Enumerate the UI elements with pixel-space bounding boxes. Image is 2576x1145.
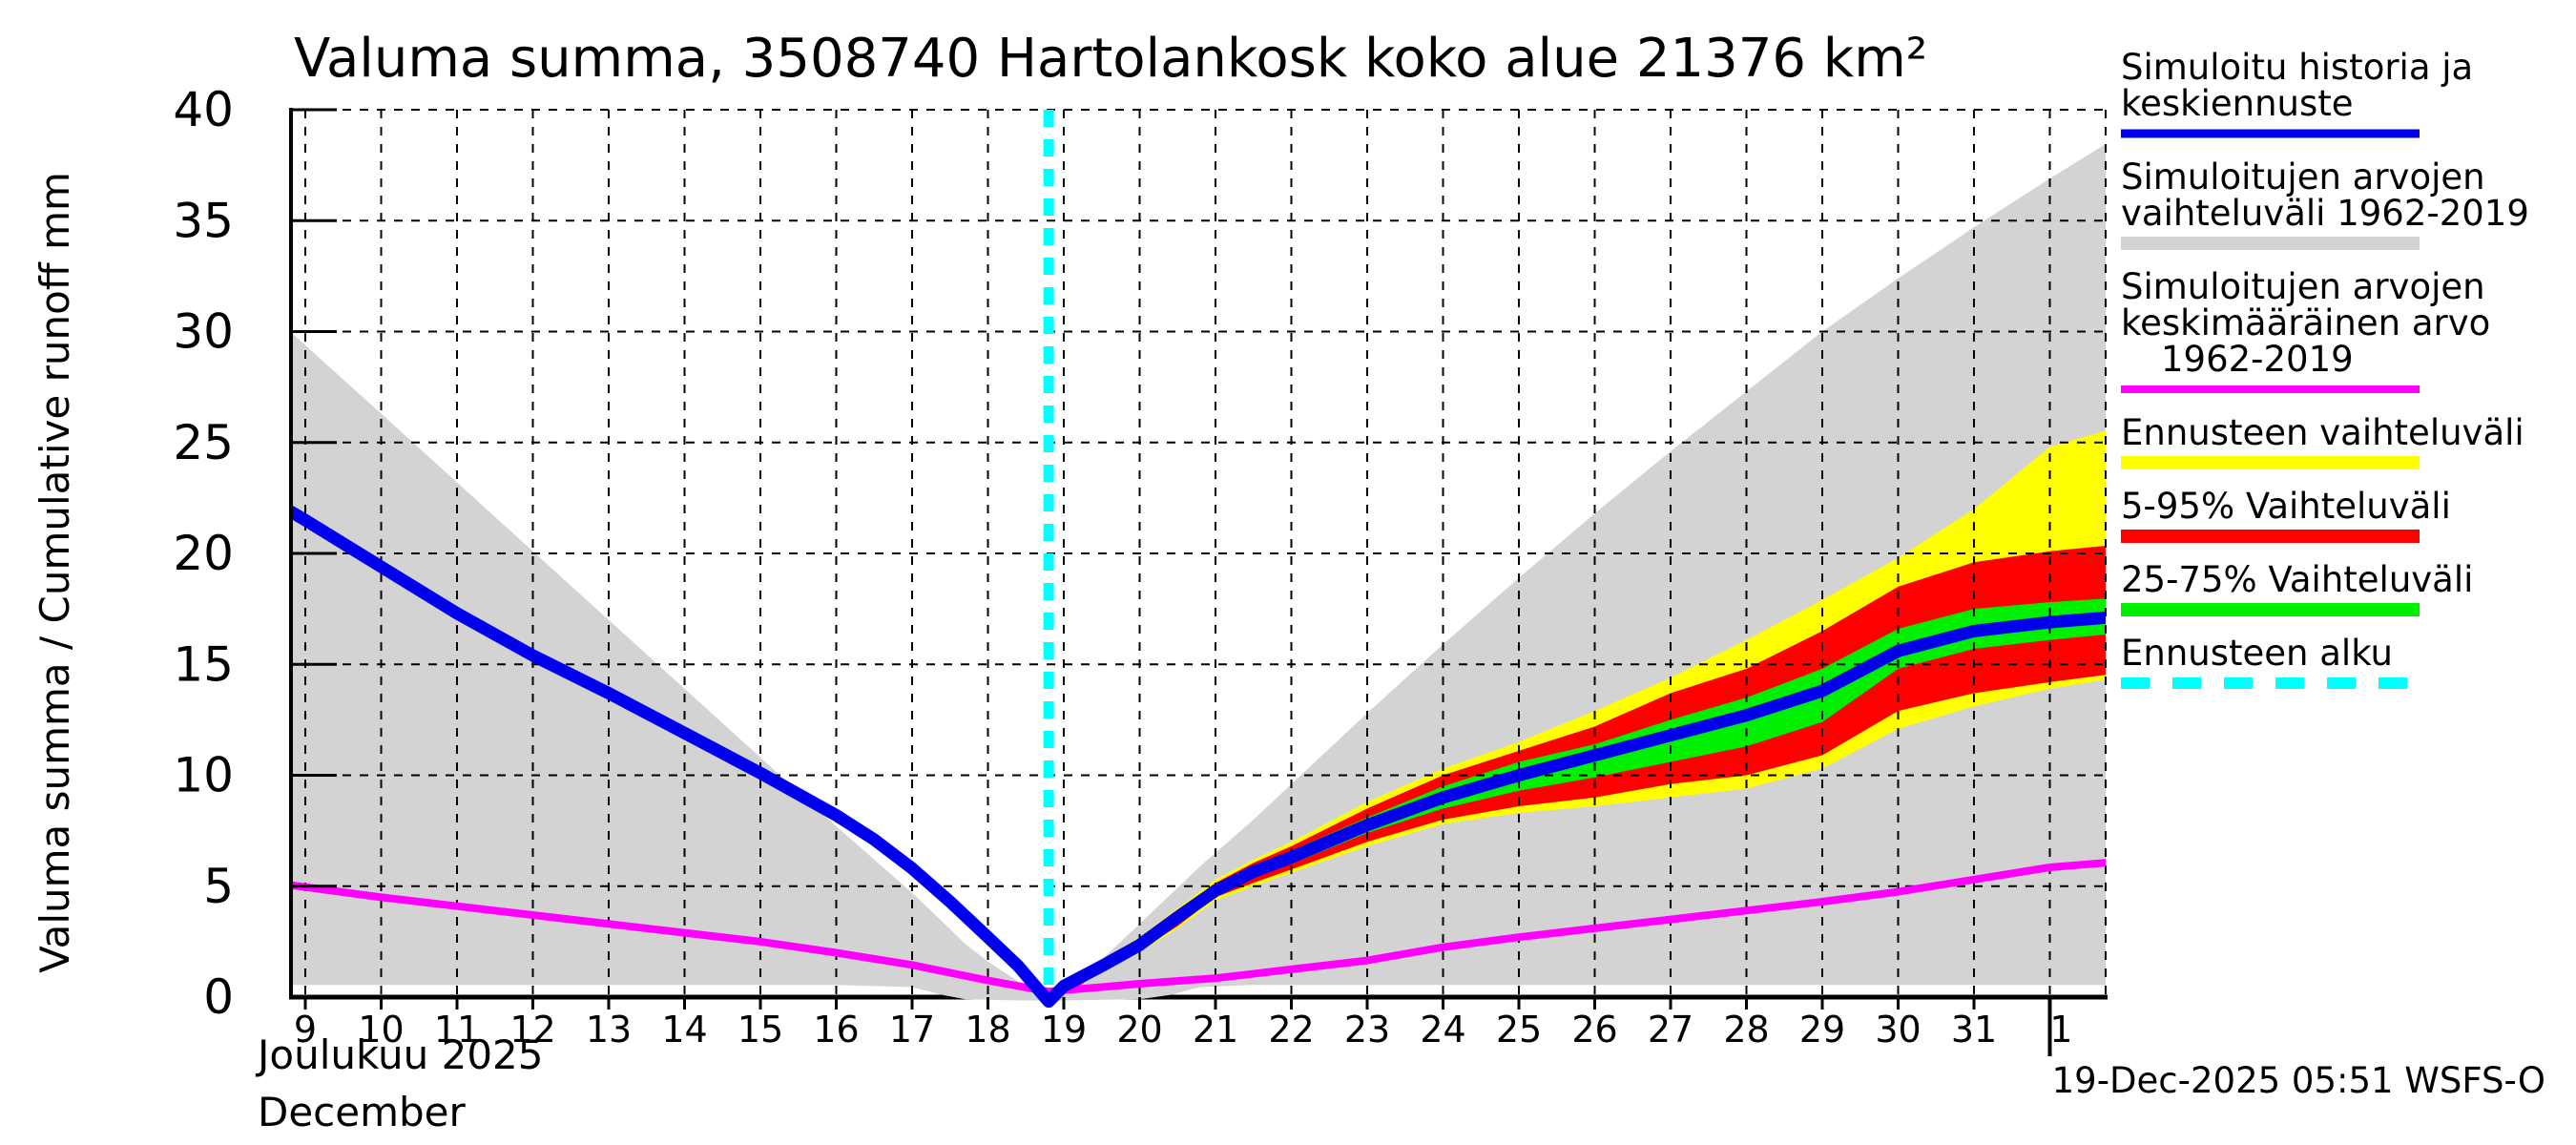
bands-layer — [291, 143, 2106, 1003]
y-tick-label: 40 — [173, 82, 234, 137]
x-tick-label: 31 — [1951, 1009, 1997, 1051]
grid-layer — [291, 109, 2107, 997]
x-tick-label: 27 — [1648, 1009, 1693, 1051]
x-tick-label: 20 — [1116, 1009, 1162, 1051]
x-tick-label: 25 — [1496, 1009, 1542, 1051]
chart-title: Valuma summa, 3508740 Hartolankosk koko … — [294, 28, 1927, 90]
legend-item: Ennusteen alku — [2121, 633, 2420, 689]
x-axis-month-label-en: December — [258, 1089, 467, 1135]
x-tick-label: 15 — [737, 1009, 783, 1051]
legend-label: Simuloitujen arvojen — [2121, 266, 2485, 307]
range-25-75-band — [1101, 598, 2106, 968]
legend-label: keskimääräinen arvo — [2121, 302, 2490, 344]
x-axis-month-label-fi: Joulukuu 2025 — [255, 1031, 544, 1078]
x-tick-label: 16 — [813, 1009, 859, 1051]
legend-label: Ennusteen alku — [2121, 633, 2393, 674]
legend: Simuloitu historia jakeskiennusteSimuloi… — [2121, 47, 2529, 689]
timestamp: 19-Dec-2025 05:51 WSFS-O — [2052, 1060, 2545, 1101]
x-tick-label: 26 — [1571, 1009, 1617, 1051]
x-tick-label: 23 — [1344, 1009, 1390, 1051]
mean-1962-2019-line — [291, 859, 2106, 996]
x-tick-label: 13 — [586, 1009, 632, 1051]
y-tick-label: 5 — [203, 859, 234, 914]
x-tick-label: 1 — [2049, 1009, 2072, 1051]
simulated-range-1962-2019-band — [291, 143, 2106, 1001]
x-tick-label: 28 — [1723, 1009, 1769, 1051]
x-tick-label: 24 — [1420, 1009, 1465, 1051]
x-tick-label: 17 — [889, 1009, 935, 1051]
simulated-history-and-mean-forecast-line — [291, 505, 2106, 1008]
y-tick-label: 25 — [173, 415, 234, 470]
axes-layer — [289, 108, 2052, 1056]
legend-item: 5-95% Vaihteluväli — [2121, 486, 2451, 543]
y-axis-label: Valuma summa / Cumulative runoff mm — [31, 172, 78, 973]
x-tick-label: 10 — [358, 1009, 404, 1051]
x-tick-label: 30 — [1875, 1009, 1921, 1051]
x-tick-label: 9 — [294, 1009, 317, 1051]
x-tick-label: 14 — [661, 1009, 707, 1051]
x-tick-label: 19 — [1041, 1009, 1087, 1051]
x-tick-label: 18 — [965, 1009, 1010, 1051]
y-tick-label: 30 — [173, 304, 234, 360]
x-tick-label: 11 — [434, 1009, 480, 1051]
legend-label: keskiennuste — [2121, 83, 2354, 124]
tick-labels-layer: 0 5 10 15 20 25 30 35 40 9 10 11 12 13 14 15 16 17 18 19 20 2… — [173, 82, 2072, 1051]
y-tick-label: 15 — [173, 636, 234, 692]
x-tick-label: 12 — [509, 1009, 555, 1051]
x-tick-label: 21 — [1193, 1009, 1238, 1051]
legend-label: vaihteluväli 1962-2019 — [2121, 193, 2529, 234]
series-layer — [291, 505, 2106, 1008]
legend-label: 1962-2019 — [2161, 339, 2354, 380]
y-tick-label: 35 — [173, 193, 234, 248]
x-tick-label: 22 — [1268, 1009, 1314, 1051]
legend-item: 25-75% Vaihteluväli — [2121, 559, 2473, 616]
legend-label: Simuloitu historia ja — [2121, 47, 2473, 88]
legend-label: Simuloitujen arvojen — [2121, 156, 2485, 198]
legend-label: 5-95% Vaihteluväli — [2121, 486, 2451, 527]
y-tick-label: 10 — [173, 748, 234, 803]
x-tick-label: 29 — [1799, 1009, 1845, 1051]
y-tick-label: 20 — [173, 526, 234, 581]
legend-label: 25-75% Vaihteluväli — [2121, 559, 2473, 600]
y-tick-label: 0 — [203, 969, 234, 1025]
legend-item: Ennusteen vaihteluväli — [2121, 412, 2524, 469]
legend-label: Ennusteen vaihteluväli — [2121, 412, 2524, 453]
